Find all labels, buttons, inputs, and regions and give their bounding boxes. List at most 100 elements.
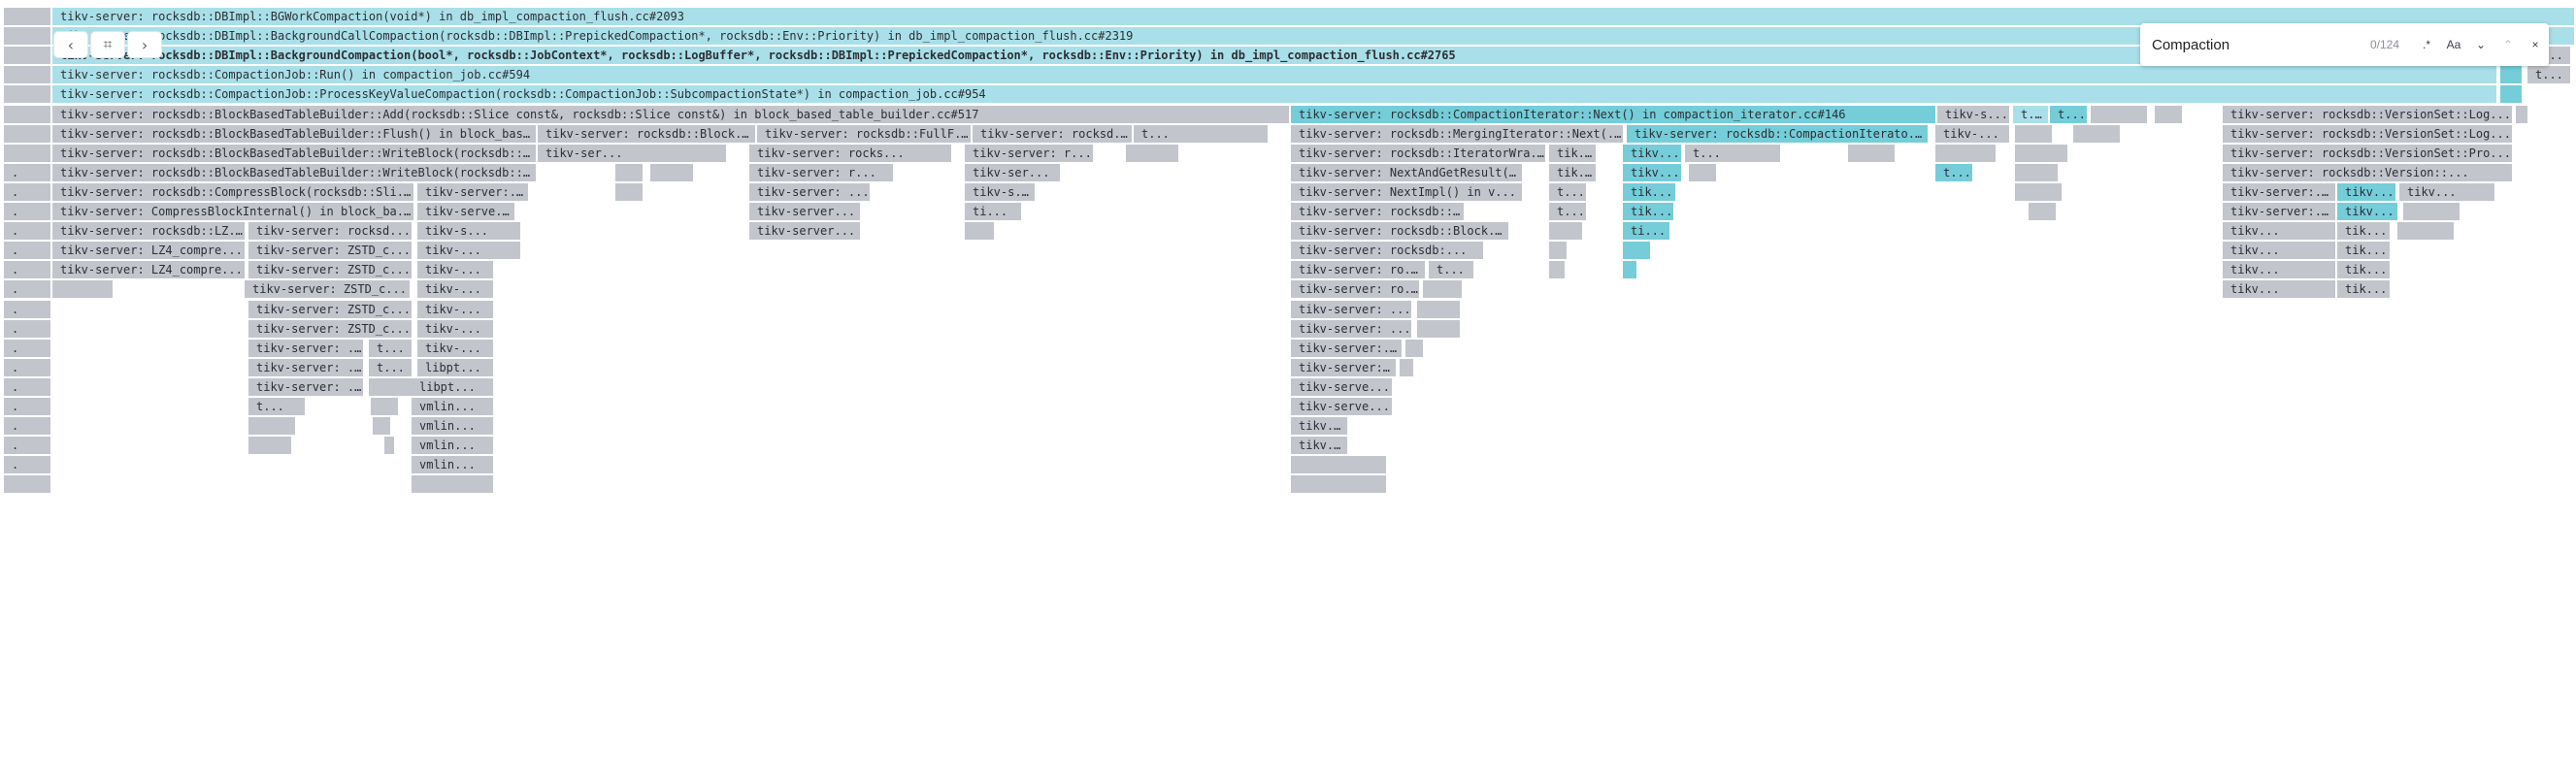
flame-frame[interactable]: vmlin...: [412, 398, 495, 415]
flame-frame[interactable]: tikv-server: rocksd...: [248, 222, 413, 241]
flame-frame[interactable]: tikv...: [2223, 242, 2337, 260]
flame-frame[interactable]: t...: [1429, 261, 1475, 279]
flame-frame[interactable]: tik...: [2337, 280, 2392, 299]
flame-frame[interactable]: tikv-server:...: [1291, 339, 1404, 357]
flame-frame[interactable]: [4, 66, 52, 84]
flame-frame[interactable]: tikv-server: rocksd...: [973, 124, 1134, 143]
flame-frame[interactable]: tikv-...: [417, 261, 495, 279]
flame-frame[interactable]: t...: [2013, 105, 2050, 123]
flame-frame[interactable]: tikv...: [1623, 163, 1683, 181]
flame-frame[interactable]: .: [4, 163, 52, 181]
flame-frame[interactable]: tikv-server:...: [1291, 358, 1398, 376]
flame-frame[interactable]: [371, 398, 400, 415]
flame-frame[interactable]: tikv...: [2223, 261, 2337, 279]
flame-frame[interactable]: [1935, 144, 1998, 162]
flame-frame[interactable]: tikv-server...: [749, 222, 862, 241]
flame-frame[interactable]: tikv-server: rocksdb::BlockBasedTableBui…: [52, 163, 538, 181]
flame-frame[interactable]: [2015, 182, 2064, 201]
flame-frame[interactable]: [965, 222, 996, 241]
flame-frame[interactable]: tikv-...: [1935, 124, 2011, 143]
flame-frame[interactable]: tikv-server: rocksdb::DBImpl::Background…: [52, 27, 2576, 46]
flame-frame[interactable]: [2516, 105, 2529, 123]
flame-frame[interactable]: libpt...: [417, 358, 495, 376]
flame-frame[interactable]: tikv-server: NextAndGetResult(...: [1291, 163, 1524, 181]
flame-frame[interactable]: tikv-server: ZSTD_c...: [248, 261, 413, 279]
flame-frame[interactable]: [384, 437, 396, 455]
forward-button[interactable]: ›: [128, 32, 161, 57]
search-input[interactable]: [2140, 29, 2370, 60]
flame-frame[interactable]: tikv-server: rocksdb::CompactionJob::Pro…: [52, 85, 2498, 104]
flame-frame[interactable]: vmlin...: [412, 456, 495, 474]
flame-frame[interactable]: .: [4, 398, 52, 415]
flame-frame[interactable]: vmlin...: [412, 437, 495, 455]
flame-frame[interactable]: tikv-server: rocksdb::LZ...: [52, 222, 247, 241]
flame-frame[interactable]: tikv-server: LZ4_compre...: [52, 242, 247, 260]
flame-frame[interactable]: [1623, 261, 1638, 279]
flame-frame[interactable]: .: [4, 222, 52, 241]
flame-frame[interactable]: tikv-server: NextImpl() in v...: [1291, 182, 1524, 201]
flame-frame[interactable]: [1848, 144, 1897, 162]
flame-frame[interactable]: libpt...: [412, 377, 495, 396]
flame-frame[interactable]: tikv-server: rocksdb::DBImpl::BGWorkComp…: [52, 8, 2576, 25]
flame-frame[interactable]: tikv-server: rocksdb::BlockBasedTableBui…: [52, 144, 538, 162]
flame-frame[interactable]: tikv-server: rocksdb:...: [1291, 242, 1485, 260]
flame-frame[interactable]: tikv...: [1623, 144, 1683, 162]
flame-frame[interactable]: tikv-...: [417, 339, 495, 357]
previous-match-button[interactable]: ⌃: [2494, 31, 2522, 58]
flame-frame[interactable]: .: [4, 417, 52, 436]
flame-frame[interactable]: [1423, 280, 1464, 299]
flame-frame[interactable]: tikv-s...: [1937, 105, 2011, 123]
flame-frame[interactable]: tikv-server: ro...: [1291, 261, 1427, 279]
flame-frame[interactable]: [1291, 456, 1388, 474]
flame-frame[interactable]: tikv-server: rocksdb::VersionSet::Pro...: [2223, 144, 2514, 162]
flame-frame[interactable]: tikv-server:...: [417, 182, 530, 201]
flame-frame[interactable]: tikv-...: [417, 242, 522, 260]
flame-frame[interactable]: tikv-ser...: [538, 144, 728, 162]
flame-frame[interactable]: [373, 417, 392, 436]
flame-frame[interactable]: tikv-server: ...: [248, 339, 365, 357]
regex-toggle[interactable]: .*: [2413, 31, 2440, 58]
flame-frame[interactable]: tikv-...: [417, 319, 495, 338]
flame-frame[interactable]: [369, 377, 413, 396]
flame-frame[interactable]: tikv-server: CompressBlockInternal() in …: [52, 203, 415, 220]
flame-frame[interactable]: .: [4, 377, 52, 396]
flame-frame[interactable]: tikv-server: ...: [248, 377, 365, 396]
flame-frame[interactable]: .: [4, 280, 52, 299]
flame-frame[interactable]: t...: [1549, 203, 1588, 220]
flame-frame[interactable]: tikv-server: ZSTD_c...: [248, 242, 413, 260]
flame-frame[interactable]: tik...: [1549, 144, 1598, 162]
flame-frame[interactable]: [1400, 358, 1415, 376]
flame-frame[interactable]: t...: [2527, 66, 2572, 84]
flame-frame[interactable]: [1549, 222, 1584, 241]
flame-frame[interactable]: [2091, 105, 2149, 123]
flame-frame[interactable]: tikv-serve...: [1291, 398, 1394, 415]
flame-frame[interactable]: tikv...: [2223, 280, 2337, 299]
flame-frame[interactable]: tikv...: [2223, 222, 2337, 241]
flame-frame[interactable]: [2403, 203, 2461, 220]
flame-frame[interactable]: [2015, 163, 2060, 181]
flame-frame[interactable]: .: [4, 182, 52, 201]
flame-frame[interactable]: t...: [2050, 105, 2089, 123]
flame-frame[interactable]: tikv-server: rocksdb::CompactionIterator…: [1291, 105, 1937, 123]
flame-frame[interactable]: tikv-server: rocks...: [749, 144, 953, 162]
flame-frame[interactable]: tikv-server: ...: [248, 358, 365, 376]
flame-frame[interactable]: [412, 475, 495, 494]
flame-frame[interactable]: tikv-serve...: [417, 203, 516, 220]
flame-frame[interactable]: .: [4, 456, 52, 474]
flame-frame[interactable]: [4, 8, 52, 25]
flame-frame[interactable]: .: [4, 339, 52, 357]
flame-frame[interactable]: t...: [1134, 124, 1270, 143]
flame-frame[interactable]: tikv...: [2399, 182, 2496, 201]
flame-frame[interactable]: tikv-...: [417, 300, 495, 318]
flame-frame[interactable]: tikv-server: r...: [749, 163, 895, 181]
flame-frame[interactable]: tik...: [1623, 203, 1675, 220]
flame-frame[interactable]: tikv-server: rocksdb::IteratorWra...: [1291, 144, 1547, 162]
flame-frame[interactable]: tikv-server: ZSTD_c...: [248, 300, 413, 318]
flame-frame[interactable]: tikv-s...: [965, 182, 1037, 201]
flame-frame[interactable]: tikv-server: rocksdb::BlockBasedTableBui…: [52, 124, 538, 143]
flame-frame[interactable]: tik...: [1623, 182, 1677, 201]
flame-frame[interactable]: [4, 124, 52, 143]
next-match-button[interactable]: ⌄: [2467, 31, 2494, 58]
flame-frame[interactable]: tikv-server: LZ4_compre...: [52, 261, 247, 279]
flame-frame[interactable]: t...: [369, 358, 413, 376]
